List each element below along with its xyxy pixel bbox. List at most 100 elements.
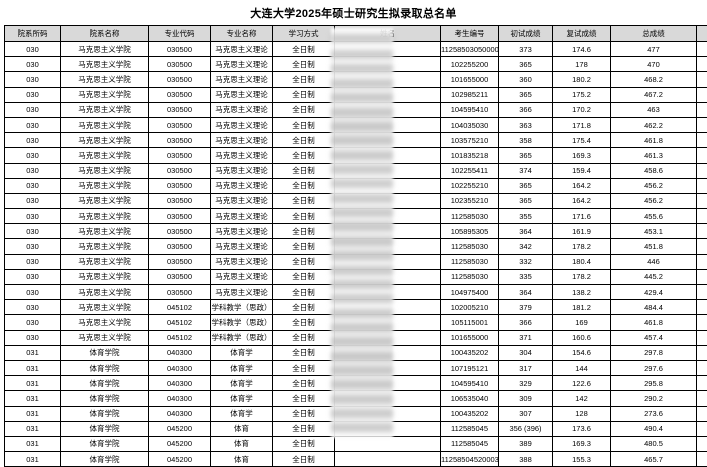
- cell-retest-score: 169: [553, 315, 611, 330]
- cell-major-code: 045200: [149, 421, 211, 436]
- cell-initial-score: 365: [499, 57, 553, 72]
- cell-name: [335, 376, 441, 391]
- table-header-row: 院系所码 院系名称 专业代码 专业名称 学习方式 姓名 考生编号 初试成绩 复试…: [5, 26, 707, 42]
- cell-name: [335, 178, 441, 193]
- cell-total-score: 477: [611, 42, 697, 57]
- cell-remarks: [697, 102, 707, 117]
- cell-retest-score: 164.2: [553, 178, 611, 193]
- cell-major-name: 马克思主义理论: [211, 269, 273, 284]
- cell-major-name: 马克思主义理论: [211, 254, 273, 269]
- cell-study-mode: 全日制: [273, 406, 335, 421]
- cell-initial-score: 329: [499, 376, 553, 391]
- cell-retest-score: 178.2: [553, 239, 611, 254]
- cell-name: [335, 148, 441, 163]
- column-header-remarks: 备注: [697, 26, 707, 42]
- cell-name: [335, 406, 441, 421]
- cell-initial-score: 335: [499, 269, 553, 284]
- cell-dept-name: 马克思主义学院: [61, 209, 149, 224]
- cell-initial-score: 374: [499, 163, 553, 178]
- cell-major-code: 030500: [149, 133, 211, 148]
- cell-candidate-id: 112585030: [441, 209, 499, 224]
- cell-remarks: [697, 178, 707, 193]
- cell-candidate-id: 112585045: [441, 436, 499, 451]
- cell-retest-score: 142: [553, 391, 611, 406]
- cell-major-code: 030500: [149, 57, 211, 72]
- cell-remarks: [697, 163, 707, 178]
- cell-dept-code: 030: [5, 330, 61, 345]
- cell-retest-score: 171.6: [553, 209, 611, 224]
- cell-study-mode: 全日制: [273, 239, 335, 254]
- cell-name: [335, 315, 441, 330]
- cell-name: [335, 254, 441, 269]
- cell-initial-score: 365: [499, 87, 553, 102]
- cell-dept-code: 031: [5, 406, 61, 421]
- cell-retest-score: 122.6: [553, 376, 611, 391]
- cell-dept-code: 030: [5, 254, 61, 269]
- column-header-major-code: 专业代码: [149, 26, 211, 42]
- cell-initial-score: 309: [499, 391, 553, 406]
- cell-initial-score: 363: [499, 117, 553, 132]
- cell-dept-name: 马克思主义学院: [61, 285, 149, 300]
- cell-total-score: 456.2: [611, 193, 697, 208]
- cell-remarks: [697, 254, 707, 269]
- cell-study-mode: 全日制: [273, 87, 335, 102]
- cell-name: [335, 87, 441, 102]
- cell-dept-code: 030: [5, 209, 61, 224]
- cell-total-score: 429.4: [611, 285, 697, 300]
- cell-dept-name: 马克思主义学院: [61, 57, 149, 72]
- cell-remarks: [697, 300, 707, 315]
- cell-name: [335, 57, 441, 72]
- cell-major-name: 体育学: [211, 345, 273, 360]
- cell-study-mode: 全日制: [273, 224, 335, 239]
- cell-major-code: 040300: [149, 391, 211, 406]
- column-header-major-name: 专业名称: [211, 26, 273, 42]
- cell-study-mode: 全日制: [273, 376, 335, 391]
- cell-major-name: 体育学: [211, 391, 273, 406]
- cell-retest-score: 138.2: [553, 285, 611, 300]
- admission-table: 院系所码 院系名称 专业代码 专业名称 学习方式 姓名 考生编号 初试成绩 复试…: [4, 25, 707, 467]
- cell-retest-score: 171.8: [553, 117, 611, 132]
- cell-total-score: 457.4: [611, 330, 697, 345]
- cell-major-name: 马克思主义理论: [211, 193, 273, 208]
- cell-study-mode: 全日制: [273, 436, 335, 451]
- cell-dept-code: 030: [5, 300, 61, 315]
- cell-study-mode: 全日制: [273, 178, 335, 193]
- cell-candidate-id: 104595410: [441, 102, 499, 117]
- cell-candidate-id: 100435202: [441, 406, 499, 421]
- cell-major-code: 030500: [149, 148, 211, 163]
- cell-remarks: [697, 406, 707, 421]
- cell-study-mode: 全日制: [273, 315, 335, 330]
- cell-candidate-id: 104595410: [441, 376, 499, 391]
- cell-dept-name: 体育学院: [61, 360, 149, 375]
- cell-total-score: 451.8: [611, 239, 697, 254]
- cell-dept-name: 马克思主义学院: [61, 163, 149, 178]
- column-header-total-score: 总成绩: [611, 26, 697, 42]
- cell-dept-name: 马克思主义学院: [61, 193, 149, 208]
- cell-dept-name: 马克思主义学院: [61, 300, 149, 315]
- cell-name: [335, 285, 441, 300]
- cell-major-name: 马克思主义理论: [211, 224, 273, 239]
- cell-study-mode: 全日制: [273, 148, 335, 163]
- cell-retest-score: 144: [553, 360, 611, 375]
- cell-study-mode: 全日制: [273, 163, 335, 178]
- cell-initial-score: 307: [499, 406, 553, 421]
- cell-major-name: 马克思主义理论: [211, 239, 273, 254]
- cell-remarks: [697, 133, 707, 148]
- cell-study-mode: 全日制: [273, 102, 335, 117]
- cell-study-mode: 全日制: [273, 330, 335, 345]
- cell-initial-score: 373: [499, 42, 553, 57]
- cell-retest-score: 160.6: [553, 330, 611, 345]
- column-header-retest-score: 复试成绩: [553, 26, 611, 42]
- cell-dept-code: 031: [5, 345, 61, 360]
- cell-candidate-id: 104975400: [441, 285, 499, 300]
